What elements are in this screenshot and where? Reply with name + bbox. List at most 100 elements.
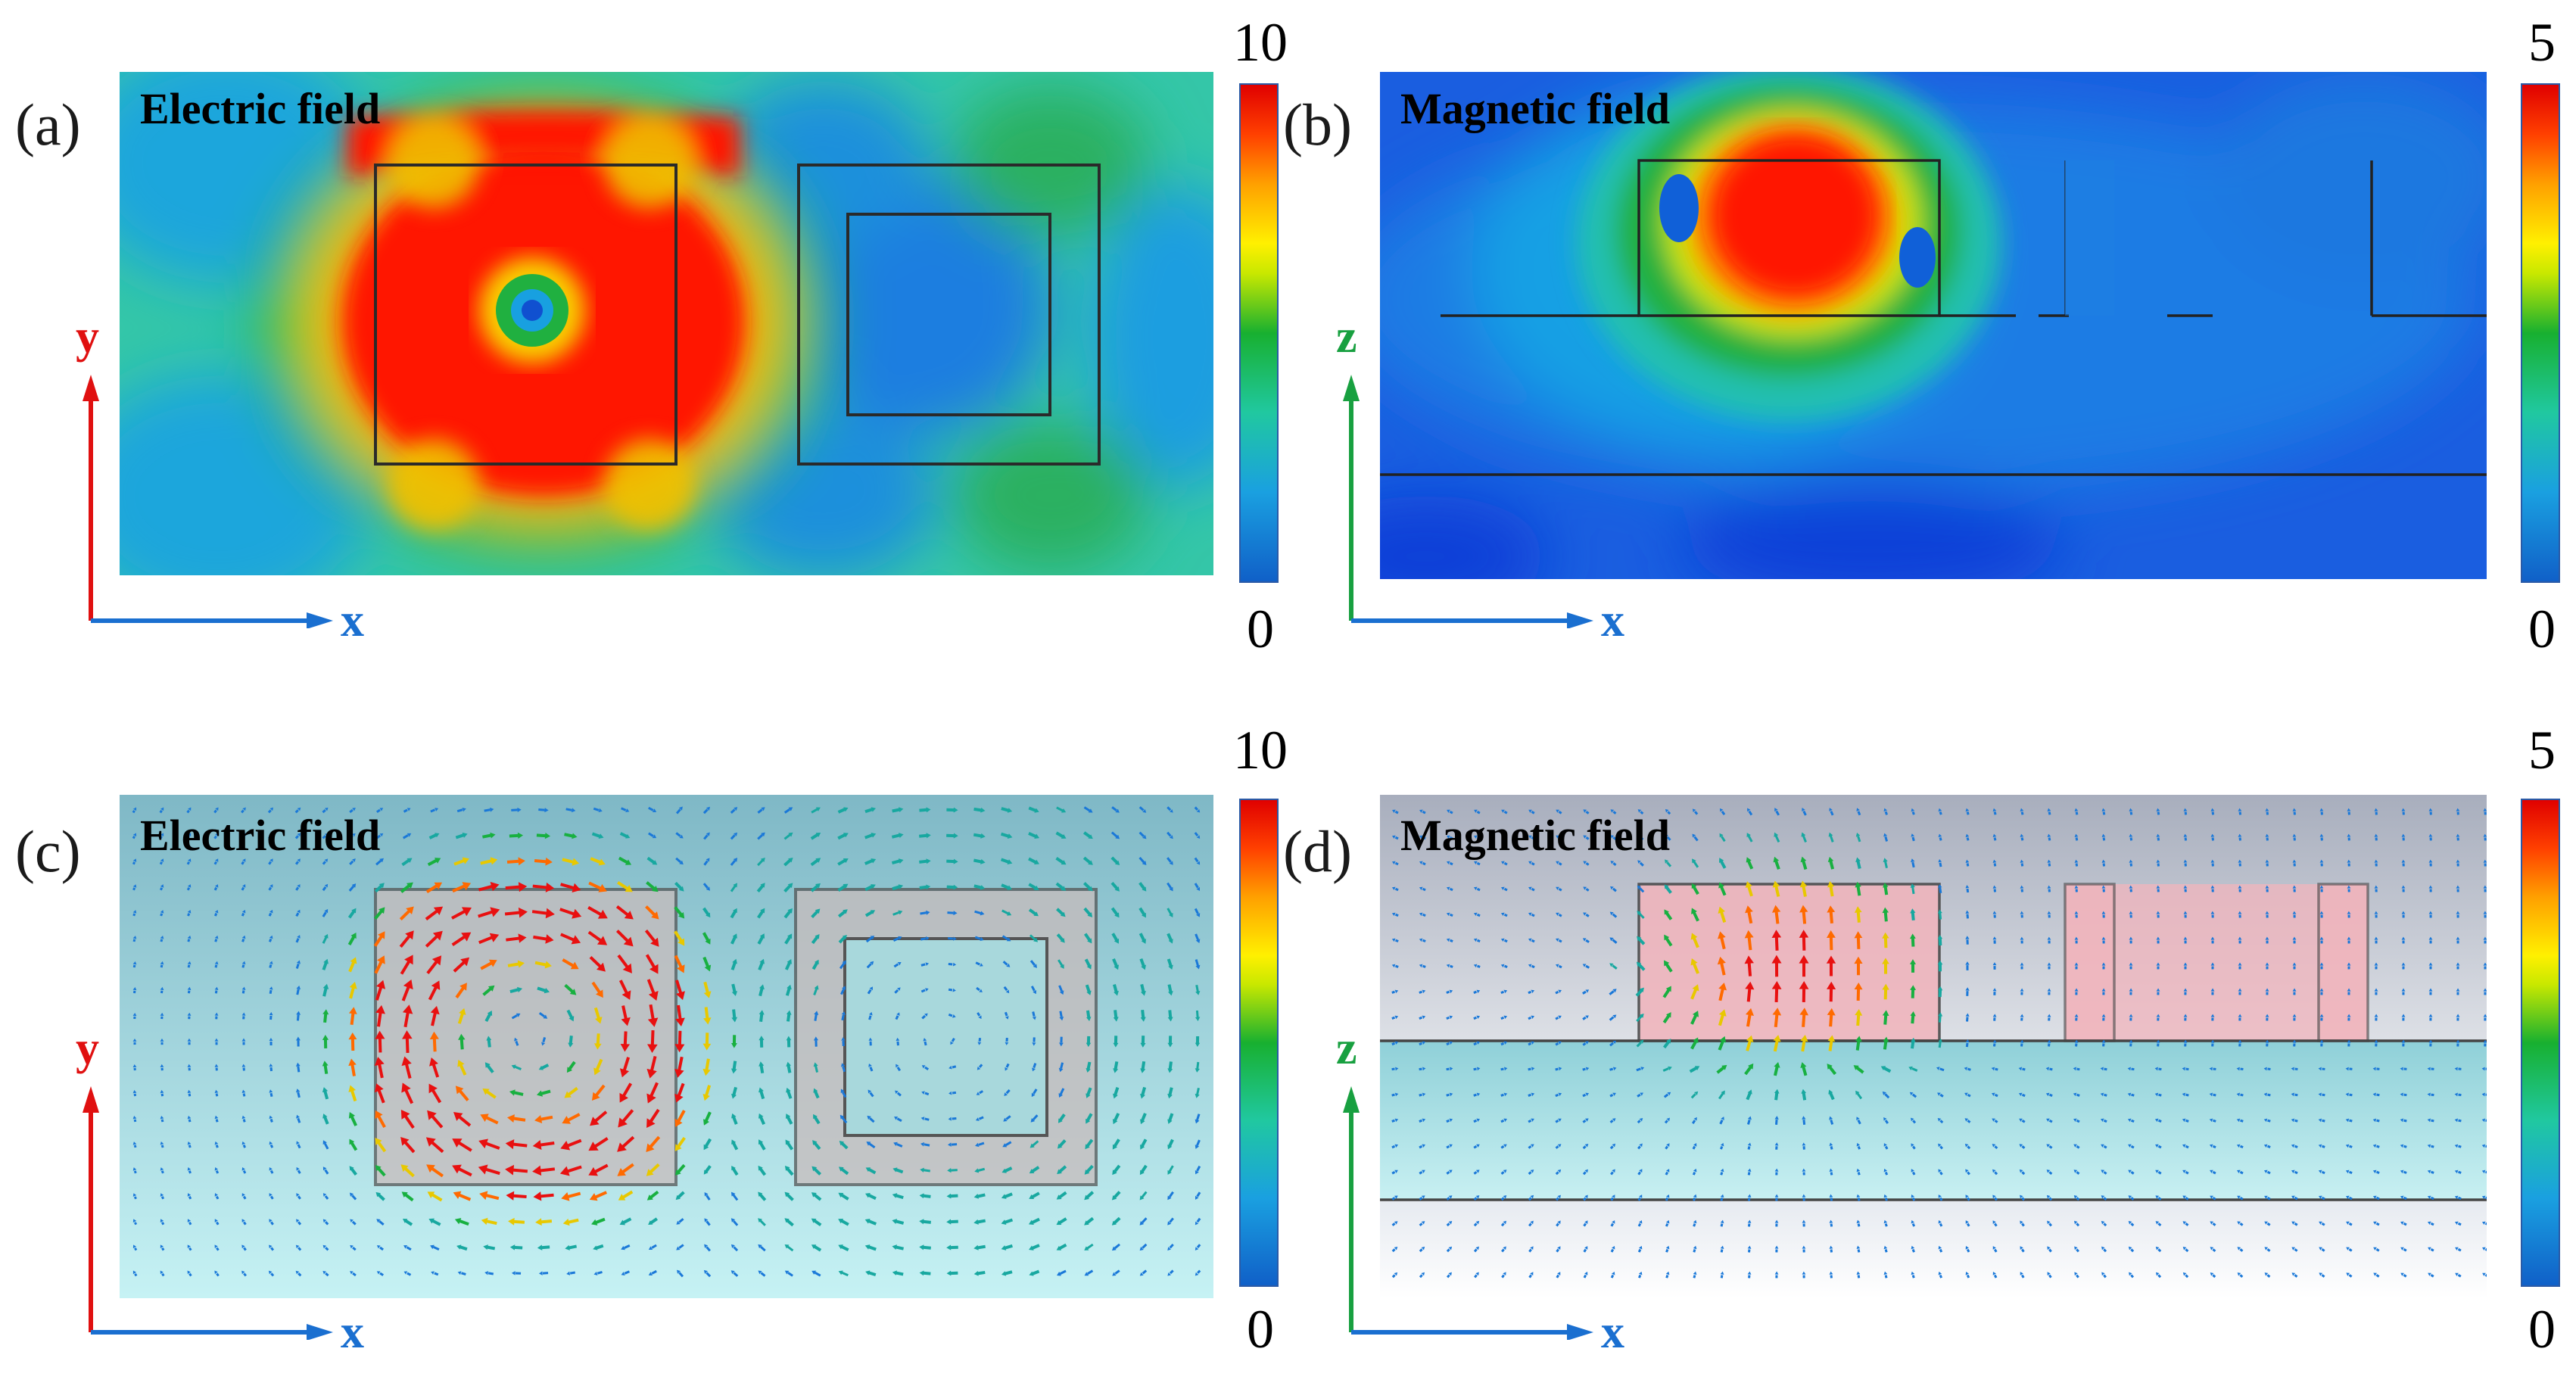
e-field-vector: [731, 1009, 738, 1023]
h-field-vector: [2129, 988, 2133, 995]
h-field-vector: [2400, 1144, 2407, 1148]
h-field-vector: [2155, 1221, 2162, 1227]
e-field-vector: [428, 980, 441, 1001]
h-field-vector: [2074, 1039, 2079, 1047]
h-field-vector: [1446, 1041, 1453, 1046]
e-field-vector: [973, 807, 986, 813]
h-field-vector: [2291, 1067, 2298, 1071]
h-field-vector: [2292, 936, 2297, 944]
e-field-vector: [486, 1036, 492, 1048]
h-field-vector: [1556, 861, 1562, 866]
e-field-vector: [1082, 856, 1093, 865]
h-field-vector: [1528, 809, 1535, 814]
h-field-vector: [2292, 1014, 2297, 1021]
h-field-vector: [2401, 859, 2406, 867]
h-field-vector: [1582, 1041, 1589, 1046]
h-field-vector: [2237, 1221, 2244, 1226]
h-field-vector: [1635, 987, 1644, 997]
e-field-vector: [1194, 806, 1201, 813]
e-field-vector: [866, 1142, 876, 1149]
h-field-vector: [1965, 833, 1970, 841]
e-field-vector: [484, 1271, 494, 1275]
e-field-vector: [593, 1058, 603, 1076]
e-field-vector: [1167, 806, 1173, 813]
h-field-vector: [2073, 1220, 2080, 1227]
h-field-vector: [2073, 1067, 2080, 1071]
e-field-vector: [1084, 1216, 1095, 1226]
e-field-vector: [295, 1089, 301, 1098]
e-field-vector: [646, 856, 658, 865]
e-field-vector: [1083, 831, 1093, 839]
e-field-vector: [241, 1166, 247, 1174]
e-field-vector: [132, 1064, 137, 1071]
h-field-vector: [2481, 1092, 2487, 1097]
e-field-vector: [977, 1064, 983, 1070]
e-field-vector: [1140, 1036, 1146, 1048]
e-field-vector: [322, 833, 329, 839]
e-field-vector: [562, 858, 580, 866]
h-field-vector: [2265, 1039, 2269, 1047]
e-field-vector: [427, 858, 441, 867]
e-field-vector: [920, 1167, 930, 1173]
e-field-vector: [1195, 1217, 1201, 1226]
e-field-vector: [837, 909, 848, 918]
h-field-vector: [2210, 859, 2215, 867]
e-field-vector: [838, 1166, 849, 1176]
e-field-vector: [269, 1166, 274, 1174]
h-field-vector: [1665, 1245, 1670, 1253]
h-field-vector: [1883, 1194, 1888, 1201]
h-field-vector: [1419, 1272, 1425, 1279]
e-field-vector: [322, 1035, 329, 1049]
h-field-vector: [2401, 885, 2406, 892]
h-field-vector: [1965, 1271, 1970, 1279]
h-field-vector: [2128, 1195, 2135, 1201]
h-field-vector: [1773, 1035, 1781, 1052]
e-field-vector: [1195, 1165, 1201, 1175]
h-field-vector: [2020, 1246, 2025, 1253]
e-field-vector: [505, 1139, 528, 1150]
h-field-vector: [1802, 1194, 1806, 1201]
h-field-vector: [1883, 1219, 1888, 1227]
h-field-vector: [2374, 1039, 2378, 1047]
h-field-vector: [1720, 1271, 1724, 1279]
e-field-vector: [1139, 1164, 1148, 1176]
h-field-vector: [1882, 958, 1889, 974]
h-field-vector: [1665, 1219, 1670, 1227]
h-field-vector: [1965, 885, 1970, 893]
panel-a-colorbar-max: 10: [1233, 12, 1288, 73]
e-field-vector: [948, 1065, 957, 1070]
h-field-vector: [2428, 936, 2433, 944]
h-field-vector: [1447, 835, 1453, 840]
e-field-vector: [534, 1115, 553, 1123]
e-field-vector: [1004, 1089, 1011, 1097]
e-field-vector: [401, 1082, 414, 1104]
h-field-vector: [2046, 1118, 2053, 1123]
e-field-vector: [1005, 1037, 1009, 1045]
h-field-vector: [1802, 1245, 1806, 1253]
h-field-vector: [1800, 856, 1808, 870]
e-field-vector: [429, 1057, 440, 1078]
h-field-vector: [2156, 1039, 2160, 1047]
h-field-vector: [1473, 1067, 1481, 1071]
h-field-vector: [1501, 1246, 1506, 1253]
h-field-vector: [1446, 912, 1453, 917]
e-field-vector: [322, 958, 329, 970]
e-field-vector: [160, 1089, 164, 1097]
e-field-vector: [1002, 961, 1011, 967]
e-field-vector: [430, 808, 439, 813]
e-field-vector: [593, 1007, 603, 1024]
h-field-vector: [2347, 1014, 2351, 1021]
h-field-vector: [2265, 808, 2269, 815]
h-field-vector: [1965, 1220, 1970, 1227]
e-field-vector: [1140, 983, 1146, 996]
e-field-vector: [973, 1219, 986, 1225]
panel-d-vector-field: [1380, 795, 2487, 1298]
h-field-vector: [1609, 1092, 1616, 1098]
h-field-vector: [1392, 809, 1399, 814]
e-field-vector: [401, 1056, 412, 1079]
e-field-vector: [730, 1244, 739, 1252]
e-field-vector: [269, 1115, 273, 1123]
e-field-vector: [1005, 1063, 1010, 1071]
h-field-vector: [2456, 988, 2460, 995]
h-field-vector: [2074, 988, 2079, 995]
